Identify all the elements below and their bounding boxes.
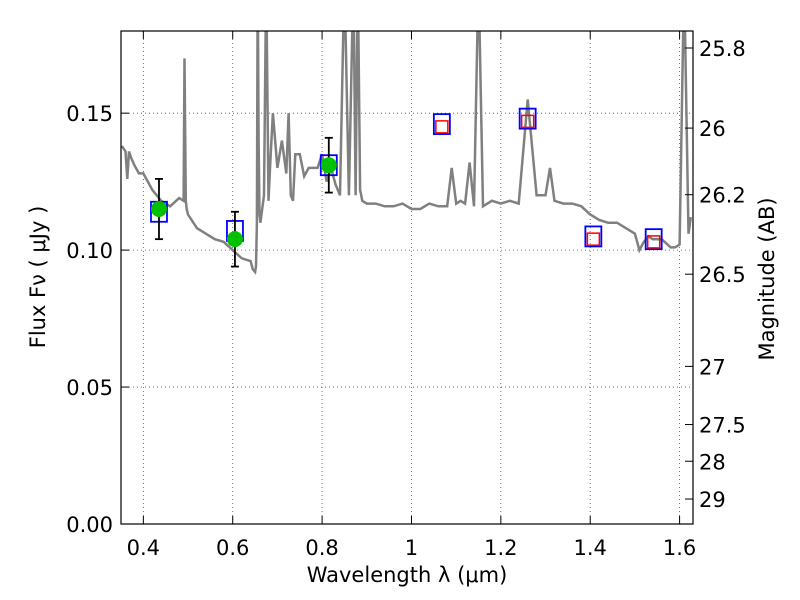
- y2-axis-label: Magnitude (AB): [755, 197, 779, 360]
- upper-limit-box: [646, 235, 661, 249]
- y-axis-label: Flux Fν ( μJy ): [26, 206, 50, 349]
- x-tick-label: 1: [405, 536, 418, 560]
- y-tick-label: 0.15: [66, 102, 113, 126]
- observed-flux-point: [320, 157, 337, 174]
- mag-tick-label: 26: [699, 117, 726, 141]
- observed-flux-point: [150, 201, 167, 218]
- x-tick-label: 0.6: [216, 536, 249, 560]
- upper-limit-box: [520, 114, 535, 129]
- ticks-layer: 0.4 0.6 0.8 1 1.2 1.4 1.6 0.00 0.05 0.10 0.15 25.8 2…: [66, 31, 746, 560]
- mag-tick-label: 26.5: [699, 263, 746, 287]
- mag-tick-label: 29: [699, 488, 726, 512]
- y-tick-label: 0.00: [66, 513, 113, 537]
- y-tick-label: 0.05: [66, 376, 113, 400]
- plot-frame: [120, 30, 694, 525]
- grid-lines: [121, 31, 693, 525]
- points-layer: [150, 107, 663, 268]
- upper-limit-box: [586, 232, 601, 246]
- model-flux-box: [644, 228, 663, 251]
- model-flux-box: [518, 107, 537, 130]
- x-tick-label: 1.4: [574, 536, 607, 560]
- mag-tick-label: 27.5: [699, 414, 746, 438]
- spectrum-layer: [121, 31, 693, 275]
- model-flux-box: [432, 113, 451, 136]
- spectrum-line: [121, 31, 693, 275]
- mag-tick-label: 26.2: [699, 184, 746, 208]
- mag-tick-label: 27: [699, 355, 726, 379]
- x-tick-label: 1.2: [484, 536, 517, 560]
- mag-tick-label: 25.8: [699, 37, 746, 61]
- x-tick-label: 1.6: [663, 536, 696, 560]
- upper-limit-box: [435, 120, 449, 134]
- y-tick-label: 0.10: [66, 239, 113, 263]
- x-tick-label: 0.8: [305, 536, 338, 560]
- model-flux-box: [584, 225, 603, 248]
- x-tick-label: 0.4: [127, 536, 160, 560]
- mag-tick-label: 28: [699, 450, 726, 474]
- observed-flux-point: [226, 231, 243, 248]
- x-axis-label: Wavelength λ (μm): [307, 563, 508, 587]
